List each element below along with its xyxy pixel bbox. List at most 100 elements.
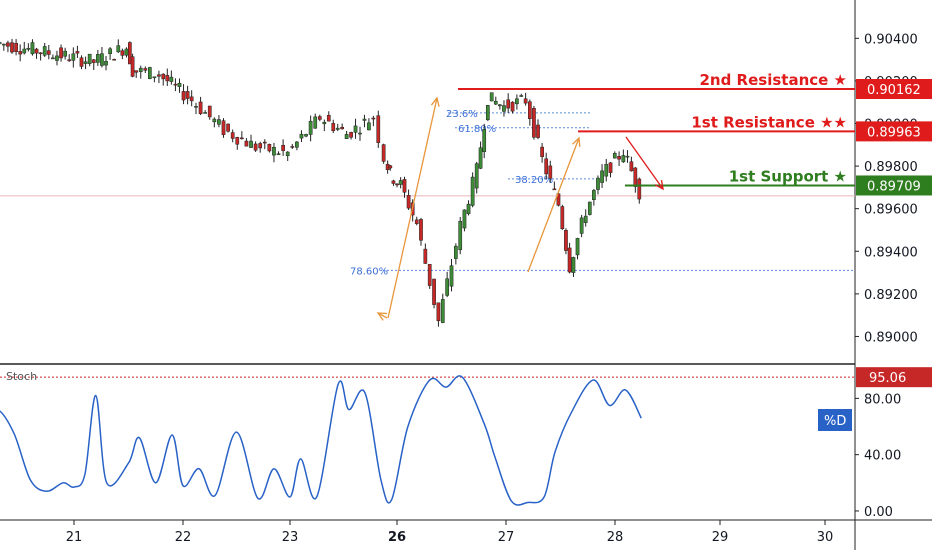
stoch-series-label: %D [824, 414, 846, 429]
candle-body [322, 121, 327, 125]
candle-body [317, 116, 322, 120]
second-rally-arrow [527, 137, 580, 273]
candle-body [207, 105, 212, 118]
candle-body [462, 209, 467, 229]
fib-level-label: 38.20% [515, 175, 553, 186]
candle-body [398, 180, 403, 185]
candle-body [34, 48, 39, 54]
stoch-tick-label: 40.00 [864, 449, 901, 464]
candle-body [629, 161, 634, 172]
candle-body [165, 75, 170, 82]
stoch-value-label: 95.06 [869, 371, 906, 386]
candle-body [445, 278, 449, 296]
candle-body [395, 183, 399, 186]
candle-body [212, 118, 217, 123]
candle-body [625, 155, 630, 158]
date-tick-label: 28 [607, 530, 624, 545]
candle-body [1, 43, 6, 46]
fib-level-label: 23.6% [446, 109, 478, 120]
candle-body [104, 61, 108, 66]
candle-body [10, 42, 14, 53]
level-label-s1: 1st Support ★ [729, 167, 847, 185]
candle-body [592, 190, 596, 200]
candle-body [0, 42, 2, 44]
candle-body [515, 98, 519, 105]
candle-body [285, 151, 290, 156]
candle-body [147, 67, 152, 79]
candle-body [458, 221, 463, 251]
candle-body [367, 122, 371, 131]
candle-body [331, 123, 336, 132]
candle-body [427, 264, 432, 286]
rally-arrow-head [430, 96, 440, 107]
candle-body [249, 140, 253, 148]
candle-body [532, 108, 536, 138]
candle-body [173, 83, 178, 86]
candle-body [124, 48, 129, 56]
candle-body [134, 70, 139, 73]
candle-body [474, 163, 479, 189]
candle-body [55, 55, 59, 61]
candle-body [253, 143, 258, 151]
candle-body [612, 153, 617, 159]
candle-body [235, 137, 240, 145]
candle-body [308, 120, 313, 135]
candle-body [436, 302, 441, 322]
candle-body [221, 120, 226, 135]
date-tick-label: 27 [498, 530, 515, 545]
date-tick-label: 26 [388, 530, 406, 545]
candle-body [87, 53, 92, 64]
candle-body [449, 265, 454, 287]
candle-body [30, 42, 35, 55]
price-tick-label: 0.89000 [864, 330, 918, 345]
candle-body [299, 133, 304, 139]
candle-body [502, 105, 506, 112]
candle-body [466, 203, 471, 214]
candle-body [152, 76, 157, 79]
candle-body [587, 201, 592, 215]
drop-arrow [377, 312, 388, 319]
level-price-tag-s1 [856, 175, 932, 196]
candle-body [493, 100, 498, 105]
candle-body [108, 48, 112, 55]
candle-body [575, 238, 580, 256]
fib-level-label: 61.80% [458, 124, 496, 135]
candle-body [402, 179, 407, 193]
candle-body [281, 144, 285, 151]
candle-body [177, 82, 182, 87]
candle-body [295, 141, 299, 148]
candle-body [540, 146, 544, 157]
candle-body [498, 104, 502, 107]
candle-body [157, 74, 161, 77]
candle-body [388, 165, 393, 169]
projected-drop-arrow [625, 136, 664, 190]
candle-body [95, 54, 100, 63]
candle-body [161, 73, 166, 80]
candle-body [143, 68, 148, 71]
candle-body [376, 115, 381, 143]
candle-body [138, 67, 143, 72]
level-price-tag-r2 [856, 79, 932, 100]
candle-body [527, 101, 532, 119]
candle-body [14, 42, 18, 52]
candle-body [617, 156, 621, 160]
candle-body [344, 134, 349, 140]
candle-body [181, 91, 186, 101]
candle-body [406, 195, 411, 209]
candle-body [71, 53, 76, 61]
candle-body [608, 162, 613, 173]
candle-body [63, 50, 67, 57]
level-price-label-r1: 0.89963 [867, 125, 921, 140]
candle-body [217, 119, 221, 125]
candle-body [83, 61, 88, 64]
candle-body [194, 106, 198, 108]
candle-body [371, 117, 376, 120]
candle-body [423, 248, 428, 264]
candle-body [38, 52, 43, 55]
candle-body [583, 215, 588, 223]
candle-body [621, 155, 626, 163]
candle-body [189, 96, 194, 102]
candle-body [478, 147, 483, 169]
